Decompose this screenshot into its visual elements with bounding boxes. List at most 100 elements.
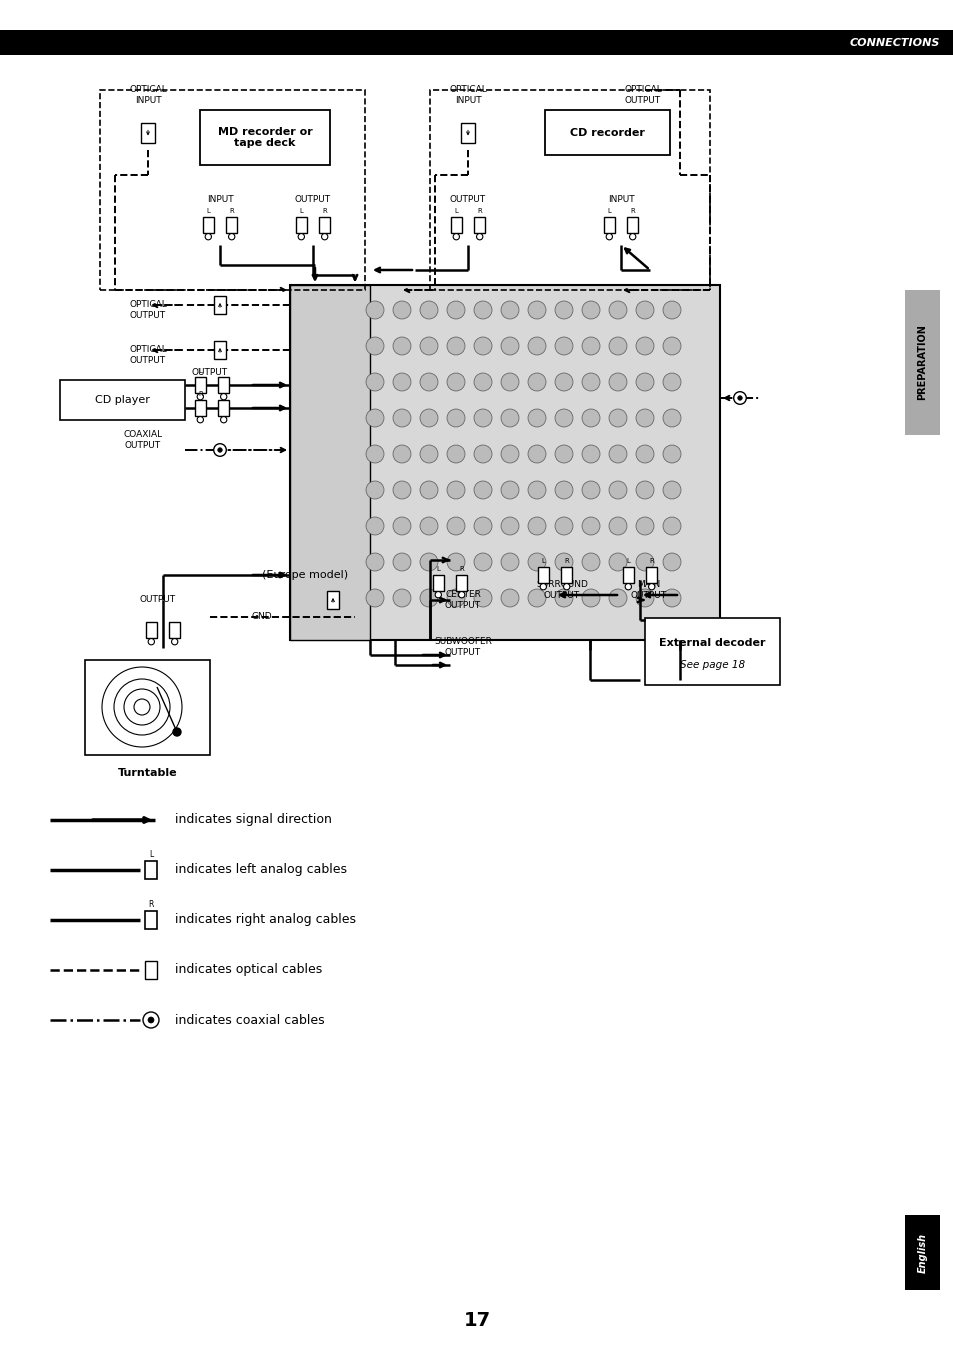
Circle shape: [447, 518, 464, 535]
Text: indicates left analog cables: indicates left analog cables: [174, 864, 347, 876]
Text: MD recorder or
tape deck: MD recorder or tape deck: [217, 127, 312, 148]
Circle shape: [447, 301, 464, 319]
Circle shape: [581, 301, 599, 319]
Circle shape: [500, 553, 518, 572]
Text: English: English: [917, 1232, 926, 1273]
Text: L: L: [299, 208, 303, 214]
Bar: [60, 380, 185, 421]
Circle shape: [419, 481, 437, 499]
Bar: [218, 377, 229, 394]
Text: CD player: CD player: [95, 395, 150, 404]
Bar: [145, 861, 157, 879]
Bar: [627, 217, 638, 233]
Bar: [295, 217, 306, 233]
Circle shape: [205, 233, 212, 240]
Circle shape: [474, 337, 492, 355]
Bar: [213, 297, 226, 314]
Text: COAXIAL
OUTPUT: COAXIAL OUTPUT: [123, 430, 162, 450]
Circle shape: [393, 337, 411, 355]
Bar: [141, 123, 154, 143]
Circle shape: [220, 394, 227, 400]
Circle shape: [608, 445, 626, 462]
Circle shape: [581, 337, 599, 355]
Bar: [203, 217, 213, 233]
Bar: [145, 911, 157, 929]
Bar: [169, 621, 180, 638]
Text: OPTICAL
OUTPUT: OPTICAL OUTPUT: [129, 301, 167, 319]
Circle shape: [474, 373, 492, 391]
Circle shape: [419, 445, 437, 462]
Text: R: R: [322, 208, 327, 214]
Circle shape: [555, 589, 573, 607]
Text: indicates signal direction: indicates signal direction: [174, 813, 332, 826]
Circle shape: [555, 301, 573, 319]
Text: L: L: [436, 566, 439, 572]
Bar: [560, 568, 572, 584]
Text: L: L: [607, 208, 611, 214]
Circle shape: [527, 445, 545, 462]
Circle shape: [133, 700, 150, 714]
Circle shape: [447, 553, 464, 572]
Circle shape: [143, 1012, 159, 1029]
Circle shape: [366, 301, 384, 319]
Bar: [433, 574, 443, 592]
Bar: [200, 111, 330, 164]
Bar: [319, 217, 330, 233]
Bar: [85, 661, 210, 755]
Circle shape: [555, 518, 573, 535]
Circle shape: [662, 301, 680, 319]
Circle shape: [393, 589, 411, 607]
Text: indicates coaxial cables: indicates coaxial cables: [174, 1014, 324, 1026]
Circle shape: [581, 373, 599, 391]
Bar: [904, 290, 939, 435]
Circle shape: [447, 373, 464, 391]
Circle shape: [366, 337, 384, 355]
Text: L: L: [149, 851, 153, 859]
Bar: [474, 217, 484, 233]
Circle shape: [393, 518, 411, 535]
Circle shape: [393, 553, 411, 572]
Circle shape: [419, 408, 437, 427]
Bar: [904, 1215, 939, 1290]
Circle shape: [608, 337, 626, 355]
Circle shape: [458, 592, 464, 599]
Text: External decoder: External decoder: [659, 638, 765, 648]
Circle shape: [555, 553, 573, 572]
Circle shape: [393, 481, 411, 499]
Circle shape: [581, 445, 599, 462]
Circle shape: [527, 337, 545, 355]
Text: L: L: [540, 558, 545, 563]
Circle shape: [629, 233, 636, 240]
Bar: [603, 217, 614, 233]
Text: Turntable: Turntable: [117, 768, 177, 778]
Circle shape: [474, 408, 492, 427]
Text: R: R: [197, 391, 202, 396]
Bar: [644, 617, 780, 685]
Circle shape: [662, 445, 680, 462]
Circle shape: [605, 233, 612, 240]
Text: GND: GND: [252, 612, 272, 621]
Text: OUTPUT: OUTPUT: [140, 596, 176, 604]
Text: SURROUND
OUTPUT: SURROUND OUTPUT: [536, 580, 587, 600]
Bar: [461, 123, 474, 143]
Circle shape: [555, 408, 573, 427]
Circle shape: [172, 639, 177, 644]
Circle shape: [148, 1016, 153, 1023]
Circle shape: [197, 394, 203, 400]
Circle shape: [662, 408, 680, 427]
Bar: [100, 90, 365, 290]
Circle shape: [447, 337, 464, 355]
Circle shape: [419, 553, 437, 572]
Circle shape: [581, 481, 599, 499]
Text: PREPARATION: PREPARATION: [917, 325, 926, 400]
Circle shape: [229, 233, 234, 240]
Circle shape: [733, 392, 745, 404]
Circle shape: [539, 584, 546, 590]
Circle shape: [737, 396, 741, 400]
Circle shape: [447, 589, 464, 607]
Circle shape: [453, 233, 459, 240]
Bar: [622, 568, 633, 584]
Circle shape: [435, 592, 441, 599]
Text: indicates optical cables: indicates optical cables: [174, 964, 322, 976]
Text: indicates right analog cables: indicates right analog cables: [174, 914, 355, 926]
